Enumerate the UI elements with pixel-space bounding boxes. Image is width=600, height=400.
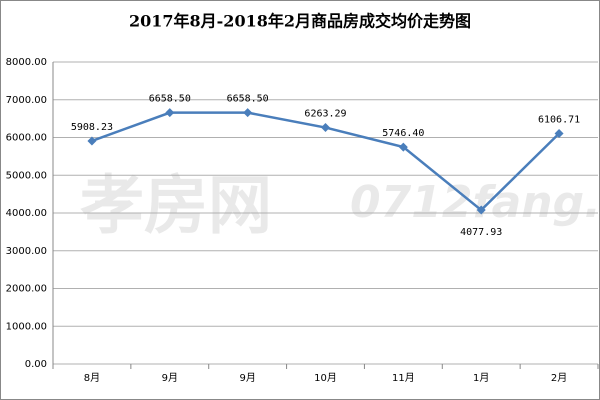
y-tick-label: 7000.00 bbox=[6, 95, 47, 106]
marker bbox=[476, 205, 486, 215]
data-label: 6658.50 bbox=[149, 94, 191, 105]
x-tick-label: 1月 bbox=[473, 372, 489, 384]
data-label: 6658.50 bbox=[227, 94, 269, 105]
data-label: 5908.23 bbox=[71, 122, 113, 133]
marker bbox=[87, 136, 97, 146]
marker bbox=[398, 142, 408, 152]
watermark: 0712fang.com bbox=[350, 177, 600, 228]
marker bbox=[554, 128, 564, 138]
y-tick-label: 0.00 bbox=[25, 359, 47, 370]
y-tick-label: 1000.00 bbox=[6, 321, 47, 332]
x-tick-label: 10月 bbox=[314, 372, 337, 384]
x-tick-label: 8月 bbox=[84, 372, 100, 384]
x-tick-label: 9月 bbox=[162, 372, 178, 384]
y-tick-label: 8000.00 bbox=[6, 57, 47, 68]
data-label: 4077.93 bbox=[460, 227, 502, 238]
x-tick-label: 9月 bbox=[239, 372, 255, 384]
chart-title: 2017年8月-2018年2月商品房成交均价走势图 bbox=[129, 12, 471, 31]
x-tick-label: 11月 bbox=[392, 372, 415, 384]
data-label: 5746.40 bbox=[382, 128, 424, 139]
watermark: 孝房网 bbox=[80, 170, 272, 244]
marker bbox=[165, 108, 175, 118]
marker bbox=[321, 123, 330, 133]
marker bbox=[243, 108, 253, 118]
data-label: 6263.29 bbox=[304, 109, 346, 120]
y-tick-label: 5000.00 bbox=[6, 170, 47, 181]
y-tick-label: 2000.00 bbox=[6, 284, 47, 295]
y-tick-label: 6000.00 bbox=[6, 133, 47, 144]
data-label: 6106.71 bbox=[538, 114, 580, 125]
x-tick-label: 2月 bbox=[551, 372, 567, 384]
y-tick-label: 4000.00 bbox=[6, 208, 47, 219]
y-tick-label: 3000.00 bbox=[6, 246, 47, 257]
